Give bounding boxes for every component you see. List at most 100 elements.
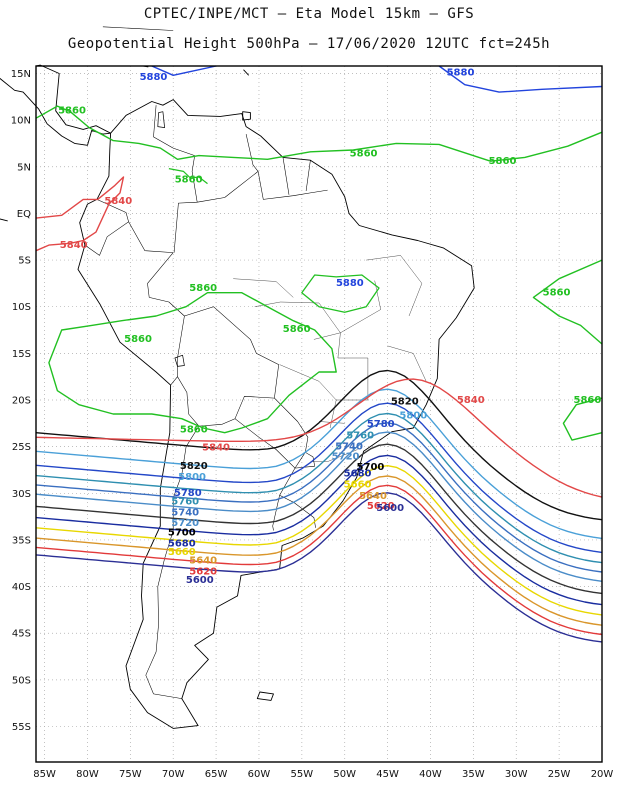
state-border xyxy=(233,278,294,298)
country-border xyxy=(145,425,200,699)
contour-label: 5780 xyxy=(174,488,202,499)
contour-5680 xyxy=(35,454,603,606)
contour-label: 5860 xyxy=(180,425,208,436)
contour-5860 xyxy=(562,397,603,441)
contour-5840 xyxy=(35,176,125,252)
lat-tick-label: 45S xyxy=(12,629,31,640)
contour-5860 xyxy=(168,168,208,185)
contour-5880 xyxy=(438,65,603,93)
lon-tick-label: 55W xyxy=(291,769,314,780)
coastline-borders xyxy=(0,26,475,729)
country-border xyxy=(234,397,309,469)
contour-label: 5620 xyxy=(189,566,217,577)
trinidad-island xyxy=(242,111,251,121)
height-contours xyxy=(35,65,603,643)
map-title: CPTEC/INPE/MCT – Eta Model 15km – GFS xyxy=(143,6,475,22)
falkland-islands xyxy=(256,691,274,701)
lat-tick-label: 20S xyxy=(12,396,31,407)
state-border xyxy=(366,255,423,317)
state-border xyxy=(279,364,337,401)
contour-label: 5860 xyxy=(283,324,311,335)
contour-label: 5840 xyxy=(202,442,230,453)
contour-label: 5860 xyxy=(543,288,571,299)
country-border xyxy=(272,467,296,531)
lon-tick-label: 85W xyxy=(33,769,56,780)
contour-5860 xyxy=(301,274,380,313)
state-border xyxy=(387,345,427,382)
contour-label: 5860 xyxy=(489,156,517,167)
contour-label: 5620 xyxy=(367,501,395,512)
contour-label: 5660 xyxy=(344,480,372,491)
contour-5800 xyxy=(35,388,603,540)
country-border xyxy=(305,160,311,192)
contour-5780 xyxy=(35,402,603,554)
country-border xyxy=(84,199,129,256)
contour-label: 5700 xyxy=(357,462,385,473)
contour-5840 xyxy=(35,378,603,498)
lat-tick-label: 10S xyxy=(12,302,31,313)
contour-label: 5840 xyxy=(60,240,88,251)
contour-5700 xyxy=(35,443,603,595)
contour-label: 5640 xyxy=(189,555,217,566)
country-border xyxy=(177,306,279,427)
contour-label: 5820 xyxy=(180,461,208,472)
state-border xyxy=(329,332,369,429)
country-border xyxy=(197,134,259,203)
contour-label: 5800 xyxy=(399,411,427,422)
contour-5600 xyxy=(35,492,603,643)
lat-tick-label: 40S xyxy=(12,582,31,593)
state-border xyxy=(313,280,381,340)
lon-tick-label: 30W xyxy=(505,769,528,780)
lat-tick-label: 5S xyxy=(18,256,31,267)
lon-tick-label: 60W xyxy=(248,769,271,780)
lesser-antilles xyxy=(243,69,250,76)
contour-label: 5600 xyxy=(186,575,214,586)
country-border xyxy=(282,157,290,195)
lat-tick-label: 55S xyxy=(12,722,31,733)
lon-tick-label: 75W xyxy=(119,769,142,780)
contour-label: 5860 xyxy=(189,283,217,294)
contour-label: 5860 xyxy=(58,106,86,117)
lat-tick-label: 15S xyxy=(12,349,31,360)
contour-label: 5860 xyxy=(573,395,601,406)
map-frame xyxy=(35,65,603,763)
contour-label: 5860 xyxy=(124,334,152,345)
lon-tick-label: 70W xyxy=(162,769,185,780)
lat-tick-label: 25S xyxy=(12,442,31,453)
lon-tick-label: 35W xyxy=(462,769,485,780)
caribbean-island xyxy=(102,26,174,31)
contour-label: 5660 xyxy=(168,547,196,558)
contour-label: 5860 xyxy=(350,148,378,159)
contour-label: 5840 xyxy=(104,196,132,207)
country-border xyxy=(279,494,316,528)
lat-tick-label: 35S xyxy=(12,535,31,546)
contour-label: 5600 xyxy=(376,503,404,514)
contour-label: 5840 xyxy=(457,395,485,406)
lon-tick-label: 65W xyxy=(205,769,228,780)
contour-5760 xyxy=(35,412,603,564)
contour-5640 xyxy=(35,475,603,626)
contour-5620 xyxy=(35,484,603,636)
contour-label: 5740 xyxy=(171,508,199,519)
lon-tick-label: 45W xyxy=(376,769,399,780)
lat-tick-label: 5N xyxy=(17,162,31,173)
lat-tick-label: 30S xyxy=(12,489,31,500)
lon-tick-label: 40W xyxy=(419,769,442,780)
state-border xyxy=(310,449,358,462)
contour-label: 5700 xyxy=(168,527,196,538)
country-border xyxy=(153,105,198,253)
lon-tick-label: 20W xyxy=(591,769,614,780)
state-border xyxy=(254,301,341,333)
contour-labels: 5880 5880 5860 5860 5860 5860 5840 5840 5860 5880… xyxy=(58,67,601,586)
lake xyxy=(157,111,165,128)
contour-label: 5680 xyxy=(344,469,372,480)
axis-labels: 85W 80W 75W 70W 65W 60W 55W 50W 45W 40W 35W 30W 25W 2… xyxy=(11,69,614,780)
contour-5660 xyxy=(35,465,603,616)
country-border xyxy=(257,171,328,200)
lon-tick-label: 80W xyxy=(76,769,99,780)
contour-label: 5760 xyxy=(346,430,374,441)
contour-label: 5800 xyxy=(178,472,206,483)
contour-5820 xyxy=(35,369,603,521)
contour-5880 xyxy=(151,65,217,76)
